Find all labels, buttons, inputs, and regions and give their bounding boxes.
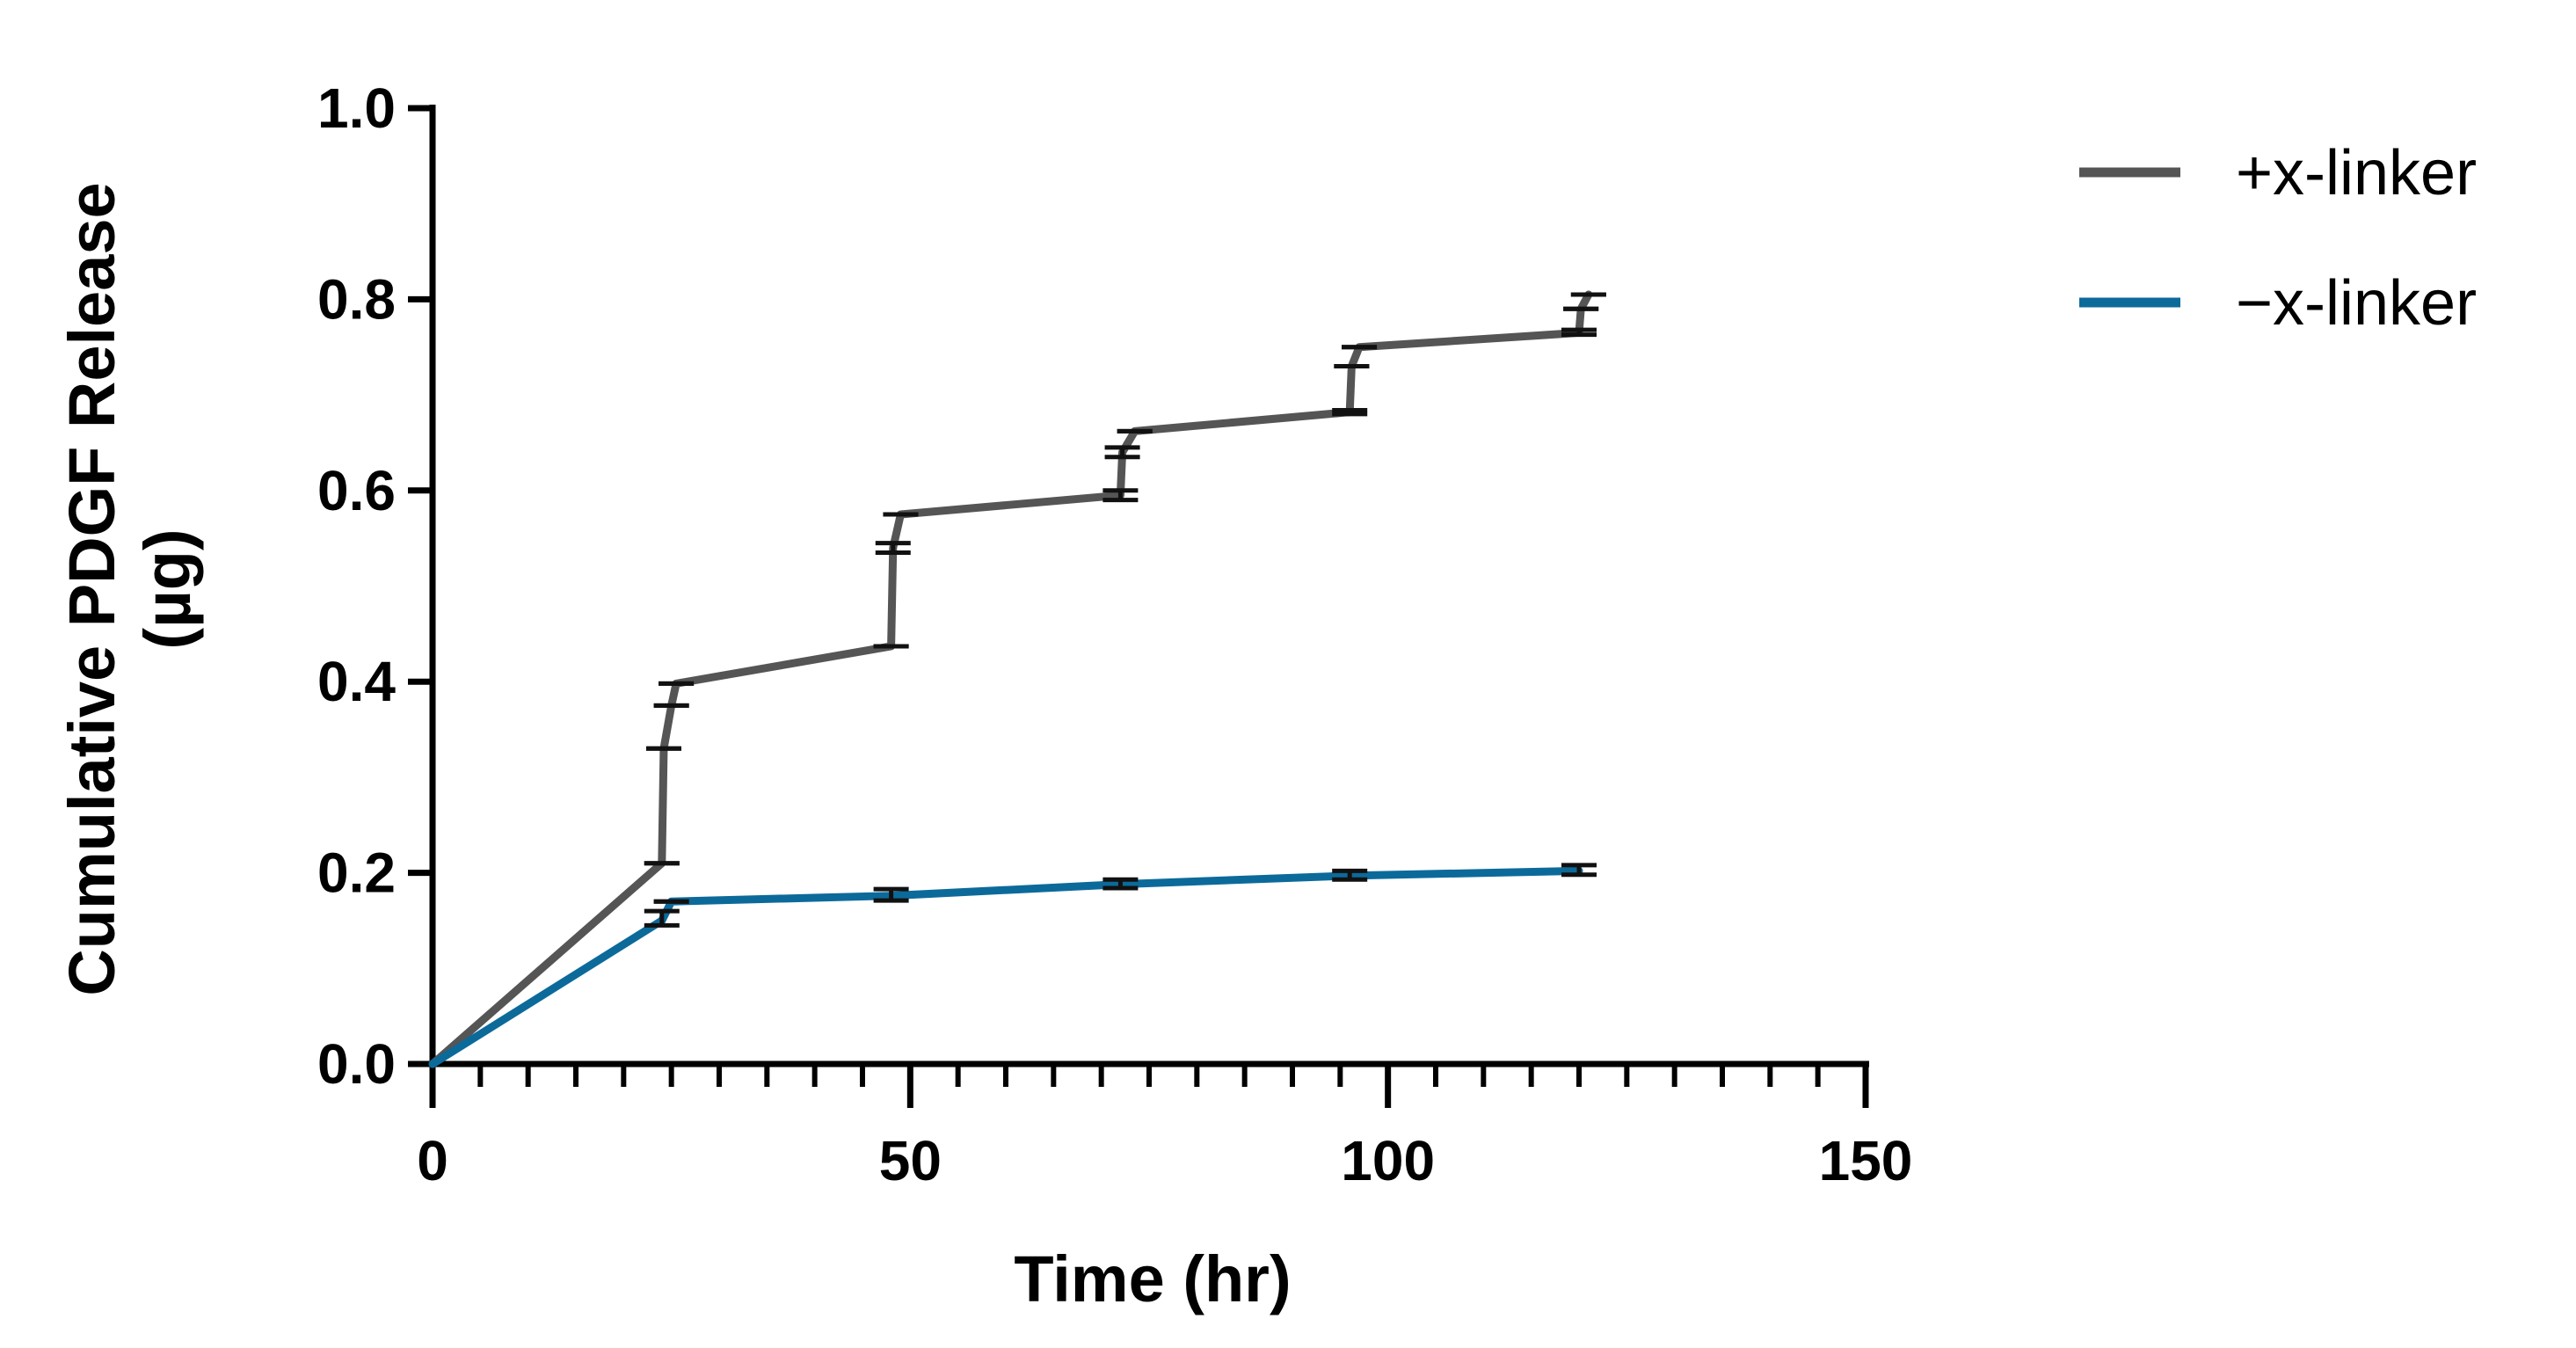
axes: 0.0 0.2 0.4 0.6 0.8 1.0 0 50 100 150 xyxy=(317,77,1912,1192)
series-line xyxy=(428,290,1593,1068)
error-bar xyxy=(1561,863,1597,878)
series-2 xyxy=(428,863,1597,1068)
y-tick-label: 0.6 xyxy=(317,459,396,522)
legend: +x-linker −x-linker xyxy=(2079,138,2477,339)
x-tick-label: 0 xyxy=(417,1129,448,1192)
error-bar xyxy=(1102,877,1139,891)
error-bar xyxy=(1104,445,1140,460)
x-tick-label: 100 xyxy=(1341,1129,1435,1192)
y-axis-title-line-1: Cumulative PDGF Release xyxy=(55,182,128,995)
legend-item: −x-linker xyxy=(2079,268,2477,339)
series-1 xyxy=(428,290,1606,1068)
x-tick-label: 150 xyxy=(1819,1129,1913,1192)
error-bar xyxy=(1561,327,1597,338)
error-bar xyxy=(1102,488,1139,503)
error-bar xyxy=(875,541,911,555)
series-line xyxy=(428,866,1583,1068)
legend-label: −x-linker xyxy=(2236,268,2477,339)
y-axis-title-line-2: (µg) xyxy=(131,528,204,649)
y-tick-label: 0.4 xyxy=(317,650,396,713)
x-axis-title: Time (hr) xyxy=(1014,1242,1291,1315)
y-tick-label: 0.2 xyxy=(317,842,396,905)
legend-item: +x-linker xyxy=(2079,138,2477,208)
y-tick-label: 0.8 xyxy=(317,267,396,331)
error-bar xyxy=(644,908,680,928)
y-tick-label: 1.0 xyxy=(317,77,396,140)
legend-label: +x-linker xyxy=(2236,138,2477,208)
error-bar xyxy=(1332,868,1368,882)
x-tick-label: 50 xyxy=(879,1129,942,1192)
series-layer xyxy=(428,290,1606,1068)
error-bar xyxy=(1332,407,1368,417)
y-axis-title: Cumulative PDGF Release (µg) xyxy=(55,182,204,995)
y-tick-label: 0.0 xyxy=(317,1032,396,1096)
error-bar xyxy=(873,886,909,903)
